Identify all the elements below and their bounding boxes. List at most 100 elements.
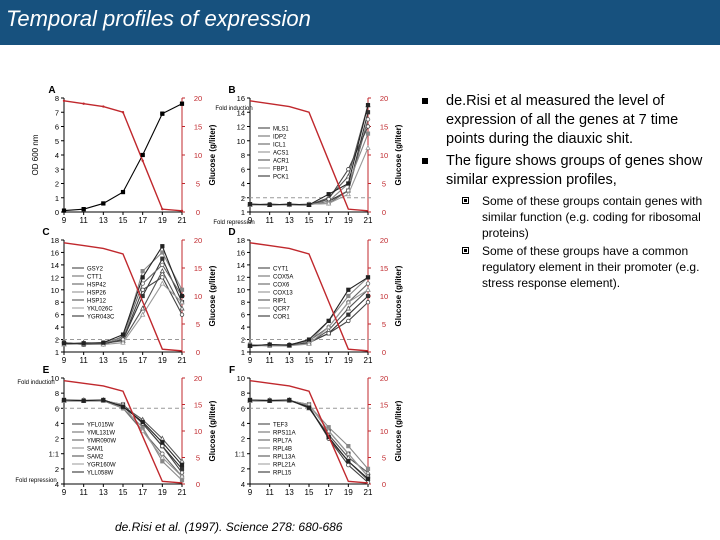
x-tick-label: 13 <box>99 216 108 225</box>
y2-tick-label: 20 <box>194 374 202 383</box>
data-point <box>180 209 184 213</box>
y2-tick-label: 5 <box>382 180 386 189</box>
data-point <box>326 427 332 434</box>
data-point <box>287 343 292 348</box>
y2-tick-label: 15 <box>194 401 202 410</box>
data-point <box>159 454 165 460</box>
y2-tick-label: 10 <box>380 427 388 436</box>
y-tick-label: 8 <box>55 389 59 398</box>
data-point <box>140 427 146 434</box>
y-tick-label: 10 <box>237 374 245 383</box>
x-tick-label: 21 <box>178 488 187 497</box>
y2-tick-label: 10 <box>380 292 388 301</box>
x-tick-label: 15 <box>119 356 128 365</box>
sub-bullet-item-2: Some of these groups have a common regul… <box>420 243 715 291</box>
data-point <box>179 462 185 468</box>
x-tick-label: 13 <box>285 488 294 497</box>
x-tick-label: 13 <box>99 356 108 365</box>
y2-tick-label: 0 <box>382 480 386 489</box>
data-point <box>159 268 165 274</box>
data-point <box>160 244 165 249</box>
data-point <box>81 398 86 403</box>
y-tick-label: 6 <box>241 165 245 174</box>
data-point <box>140 153 145 157</box>
legend-label: YML131W <box>87 431 115 437</box>
data-point <box>247 202 253 207</box>
bullet-text-2: The figure shows groups of genes show si… <box>446 153 703 188</box>
legend-label: HSP12 <box>87 299 107 305</box>
legend-label: SAM1 <box>87 447 104 453</box>
x-tick-label: 11 <box>266 356 275 365</box>
glucose-series-line <box>249 379 369 484</box>
data-point <box>120 404 126 409</box>
legend-label: ACS1 <box>273 151 289 157</box>
y2-tick-label: 5 <box>196 320 200 329</box>
data-point <box>121 111 125 114</box>
expression-series-line <box>63 257 183 346</box>
data-point <box>141 159 144 162</box>
data-point <box>140 419 145 425</box>
x-tick-label: 19 <box>158 488 167 497</box>
data-point <box>306 340 312 346</box>
data-point <box>179 473 185 479</box>
expression-series-line <box>64 245 183 344</box>
y-tick-label: 2 <box>241 465 245 474</box>
data-point <box>140 275 145 280</box>
fold-repression-label: Fold repression <box>213 220 254 226</box>
y-tick-label: 8 <box>241 389 245 398</box>
y2-tick-label: 15 <box>380 264 388 273</box>
x-tick-label: 15 <box>305 356 314 365</box>
y-tick-label: 2 <box>55 180 59 189</box>
data-point <box>247 343 253 348</box>
y-tick-label: 6 <box>55 123 59 132</box>
x-tick-label: 21 <box>364 216 373 225</box>
expression-series-line <box>249 276 369 347</box>
data-point <box>346 462 351 468</box>
expression-series-line <box>63 103 183 212</box>
y-tick-label: 16 <box>51 248 59 257</box>
expression-series-line <box>63 399 183 477</box>
glucose-series-line <box>249 100 369 212</box>
data-point <box>346 459 351 464</box>
y-tick-label: 5 <box>55 137 59 146</box>
legend-label: ACR1 <box>273 159 290 165</box>
data-point <box>267 202 272 207</box>
y2-tick-label: 15 <box>380 401 388 410</box>
y-tick-label: 1:1 <box>49 450 59 459</box>
y2-tick-label: 10 <box>380 151 388 160</box>
legend-label: COR1 <box>273 315 290 321</box>
y-tick-label: 14 <box>237 108 245 117</box>
data-point <box>306 405 312 410</box>
x-tick-label: 11 <box>80 216 89 225</box>
sub-bullet-text-2: Some of these groups have a common regul… <box>482 244 700 290</box>
y-tick-label: 4 <box>55 480 59 489</box>
x-tick-label: 19 <box>344 216 353 225</box>
data-point <box>326 192 331 197</box>
fold-induction-label: Fold induction <box>215 106 252 112</box>
data-point <box>247 397 253 403</box>
expression-series-line <box>249 126 369 206</box>
square-bullet-icon <box>422 98 428 104</box>
x-tick-label: 19 <box>158 356 167 365</box>
data-point <box>267 398 272 403</box>
data-point <box>120 332 126 337</box>
legend-label: COX5A <box>273 275 293 281</box>
x-tick-label: 17 <box>138 356 147 365</box>
y-tick-label: 1 <box>241 208 245 217</box>
legend-label: SAM2 <box>87 455 104 461</box>
y-tick-label: 4 <box>241 180 245 189</box>
x-tick-label: 11 <box>266 488 275 497</box>
data-point <box>306 202 312 207</box>
y2-axis-label: Glucose (g/liter) <box>208 400 217 461</box>
legend-label: HSP26 <box>87 291 107 297</box>
y2-tick-label: 20 <box>194 94 202 103</box>
y2-tick-label: 15 <box>194 123 202 132</box>
panel-label: C <box>42 227 49 238</box>
data-point <box>365 281 371 286</box>
x-tick-label: 13 <box>99 488 108 497</box>
y-tick-label: 10 <box>51 286 59 295</box>
bullet-item-1: de.Risi et al measured the level of expr… <box>420 92 715 149</box>
x-tick-label: 21 <box>178 356 187 365</box>
data-point <box>179 299 185 305</box>
y2-axis-label: Glucose (g/liter) <box>394 265 403 326</box>
